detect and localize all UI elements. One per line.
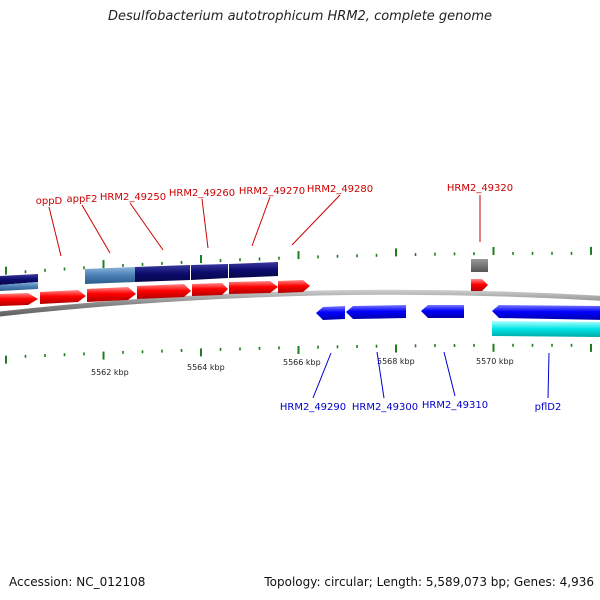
gene-label-reverse[interactable]: HRM2_49290: [280, 402, 346, 413]
cds-segment[interactable]: [0, 274, 38, 285]
gene-arrow-forward[interactable]: [229, 281, 278, 294]
genome-summary: Topology: circular; Length: 5,589,073 bp…: [264, 575, 594, 589]
gene-label-forward[interactable]: HRM2_49260: [169, 188, 235, 199]
callout-line: [129, 202, 164, 251]
gene-arrow-forward[interactable]: [87, 287, 136, 302]
forward-gene-track: [0, 279, 488, 306]
callout-line: [81, 204, 111, 254]
cds-segment[interactable]: [229, 262, 278, 278]
gene-label-forward[interactable]: HRM2_49270: [239, 186, 305, 197]
accession-label: Accession: NC_012108: [9, 575, 146, 589]
callout-line: [291, 194, 341, 246]
cds-segment-cyan[interactable]: [492, 321, 600, 337]
cds-segment[interactable]: [135, 265, 190, 282]
callout-line: [547, 352, 550, 399]
genome-backbone: [0, 289, 600, 317]
scale-label: 5562 kbp: [91, 368, 129, 377]
gene-arrow-forward[interactable]: [40, 290, 86, 304]
gene-arrow-reverse[interactable]: [316, 306, 345, 320]
gene-label-reverse[interactable]: pflD2: [535, 402, 562, 413]
callout-line: [251, 196, 271, 247]
cds-segment-grey[interactable]: [471, 259, 488, 272]
gene-arrow-forward[interactable]: [471, 279, 488, 291]
scale-label: 5564 kbp: [187, 363, 225, 372]
callout-line: [443, 351, 456, 397]
callout-line: [376, 351, 385, 399]
gene-arrow-reverse[interactable]: [421, 305, 464, 318]
gene-label-forward[interactable]: HRM2_49250: [100, 192, 166, 203]
scale-label: 5566 kbp: [283, 358, 321, 367]
cds-track-forward: [0, 259, 488, 291]
gene-arrow-reverse[interactable]: [492, 305, 600, 320]
scale-label: 5568 kbp: [377, 357, 415, 366]
gene-arrow-forward[interactable]: [137, 284, 191, 299]
callout-line: [48, 206, 62, 257]
gene-arrow-forward[interactable]: [0, 293, 38, 306]
gene-label-forward[interactable]: appF2: [67, 194, 98, 205]
reverse-gene-track: [316, 305, 600, 320]
gene-arrow-forward[interactable]: [278, 280, 310, 293]
gene-label-forward[interactable]: HRM2_49280: [307, 184, 373, 195]
gene-arrow-reverse[interactable]: [346, 305, 406, 319]
genome-title: Desulfobacterium autotrophicum HRM2, com…: [107, 9, 493, 24]
forward-scale-ticks: [5, 246, 592, 275]
gene-label-reverse[interactable]: HRM2_49310: [422, 400, 488, 411]
gene-label-reverse[interactable]: HRM2_49300: [352, 402, 418, 413]
gene-arrow-forward[interactable]: [192, 283, 228, 296]
cds-segment[interactable]: [191, 264, 228, 280]
gene-label-forward[interactable]: oppD: [36, 196, 63, 207]
scale-label: 5570 kbp: [476, 357, 514, 366]
cds-segment[interactable]: [85, 267, 135, 284]
callout-line: [312, 352, 332, 399]
gene-label-forward[interactable]: HRM2_49320: [447, 183, 513, 194]
callout-line: [201, 198, 209, 249]
reverse-scale-ticks: [5, 343, 592, 364]
cds-segment[interactable]: [0, 282, 38, 291]
